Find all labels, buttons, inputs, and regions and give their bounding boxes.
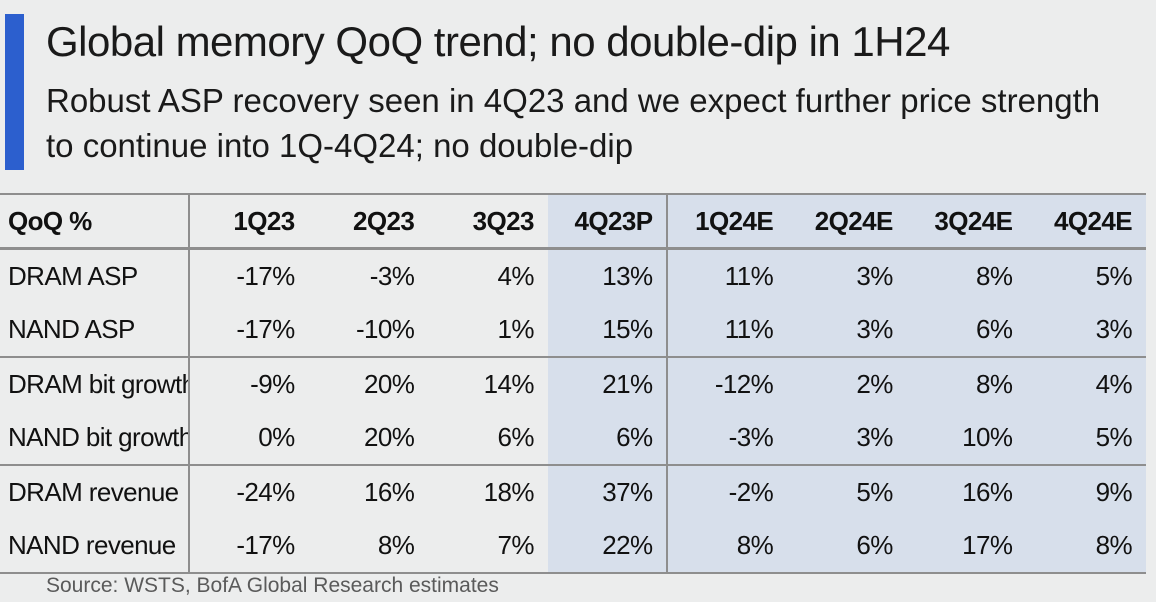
table-cell: 9% (1026, 465, 1146, 519)
table-cell: 16% (363, 477, 415, 507)
table-cell: 3% (1026, 303, 1146, 358)
table-cell: 13% (547, 248, 669, 303)
table-cell: 8% (1026, 519, 1146, 574)
table-cell: 3% (787, 411, 907, 466)
table-cell: 20% (308, 411, 429, 466)
column-header: 2Q23 (308, 195, 429, 250)
column-header: 4Q24E (1026, 195, 1146, 250)
table-row: DRAM revenue -24% 16% 18% 37% -2% 5% 16%… (0, 465, 1146, 519)
table-cell: 0% (188, 411, 309, 466)
table-top-border (0, 193, 1146, 195)
table-cell: 17% (906, 519, 1027, 574)
table-cell: 37% (547, 465, 669, 519)
table-cell: 21% (547, 357, 669, 411)
table-cell: 5% (1026, 248, 1146, 303)
row-label: DRAM revenue (0, 465, 190, 519)
table-row: NAND bit growth 0% 20% 6% 6% -3% 3% 10% … (0, 411, 1146, 466)
source-note: Source: WSTS, BofA Global Research estim… (46, 574, 499, 597)
table-cell: -3% (667, 411, 788, 466)
title-accent-bar (5, 14, 24, 170)
table-cell: -10% (308, 303, 429, 358)
table-cell: 6% (787, 519, 907, 574)
table-cell: 8% (667, 519, 788, 574)
table-cell: 11% (667, 248, 788, 303)
table-cell: 11% (667, 303, 788, 358)
table-cell: -12% (667, 357, 788, 411)
row-label: NAND revenue (0, 519, 190, 574)
table-cell: 4% (1026, 357, 1146, 411)
table-cell: -2% (667, 465, 788, 519)
table-cell: 3% (787, 303, 907, 358)
memory-qoq-table: QoQ % 1Q23 2Q23 3Q23 4Q23P 1Q24E 2Q24E 3… (0, 195, 1146, 574)
table-cell: 5% (1026, 411, 1146, 466)
table-cell: -17% (188, 519, 309, 574)
table-cell: 5% (787, 465, 907, 519)
table-cell: 16% (906, 465, 1027, 519)
table-cell: 7% (428, 519, 548, 574)
table-cell: 18% (483, 477, 535, 507)
column-header: 1Q23 (188, 195, 309, 250)
table-cell: 6% (547, 411, 669, 466)
table-cell: 2% (787, 357, 907, 411)
column-header: 4Q23P (547, 195, 669, 250)
data-table-container: QoQ % 1Q23 2Q23 3Q23 4Q23P 1Q24E 2Q24E 3… (0, 195, 1156, 574)
table-cell: 8% (906, 248, 1027, 303)
table-row: NAND revenue -17% 8% 7% 22% 8% 6% 17% 8% (0, 519, 1146, 574)
table-row: DRAM bit growth -9% 20% 14% 21% -12% 2% … (0, 357, 1146, 411)
table-cell: 8% (906, 357, 1027, 411)
table-cell: -24% (236, 477, 295, 507)
table-cell: 20% (363, 369, 415, 399)
column-header: 3Q24E (906, 195, 1027, 250)
column-header: 2Q24E (787, 195, 907, 250)
table-cell: 22% (547, 519, 669, 574)
table-cell: -17% (188, 303, 309, 358)
table-cell: 4% (497, 261, 534, 291)
table-row: DRAM ASP -17% -3% 4% 13% 11% 3% 8% 5% (0, 248, 1146, 303)
column-header: 3Q23 (428, 195, 548, 250)
table-cell: -17% (236, 261, 295, 291)
table-cell: 10% (906, 411, 1027, 466)
page-title: Global memory QoQ trend; no double-dip i… (46, 18, 950, 65)
table-cell: 14% (483, 369, 535, 399)
row-label: DRAM ASP (0, 248, 190, 303)
table-cell: 15% (547, 303, 669, 358)
column-header-label: QoQ % (0, 195, 190, 250)
row-label: NAND ASP (0, 303, 190, 358)
page-subtitle: Robust ASP recovery seen in 4Q23 and we … (46, 82, 1101, 164)
row-label: NAND bit growth (0, 411, 190, 466)
table-cell: 3% (787, 248, 907, 303)
table-header-row: QoQ % 1Q23 2Q23 3Q23 4Q23P 1Q24E 2Q24E 3… (0, 195, 1146, 250)
table-row: NAND ASP -17% -10% 1% 15% 11% 3% 6% 3% (0, 303, 1146, 358)
table-cell: 1% (428, 303, 548, 358)
column-header: 1Q24E (667, 195, 788, 250)
table-cell: -9% (250, 369, 295, 399)
table-cell: 8% (308, 519, 429, 574)
table-cell: 6% (906, 303, 1027, 358)
table-cell: 6% (428, 411, 548, 466)
row-label: DRAM bit growth (0, 357, 190, 411)
table-cell: -3% (369, 261, 415, 291)
